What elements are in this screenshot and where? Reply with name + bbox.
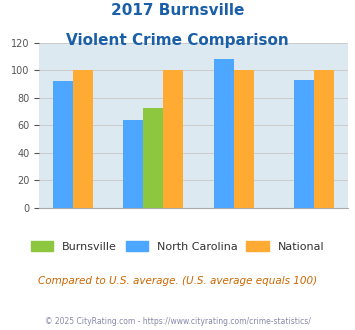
Text: Violent Crime Comparison: Violent Crime Comparison <box>66 33 289 48</box>
Text: Compared to U.S. average. (U.S. average equals 100): Compared to U.S. average. (U.S. average … <box>38 276 317 285</box>
Bar <box>294 80 314 208</box>
Bar <box>163 70 184 208</box>
Bar <box>234 70 253 208</box>
Text: © 2025 CityRating.com - https://www.cityrating.com/crime-statistics/: © 2025 CityRating.com - https://www.city… <box>45 317 310 326</box>
Text: 2017 Burnsville: 2017 Burnsville <box>111 3 244 18</box>
Bar <box>213 59 234 208</box>
Bar <box>73 70 93 208</box>
Bar <box>53 82 73 208</box>
Legend: Burnsville, North Carolina, National: Burnsville, North Carolina, National <box>26 237 329 256</box>
Bar <box>314 70 334 208</box>
Bar <box>123 120 143 208</box>
Bar <box>143 108 163 208</box>
